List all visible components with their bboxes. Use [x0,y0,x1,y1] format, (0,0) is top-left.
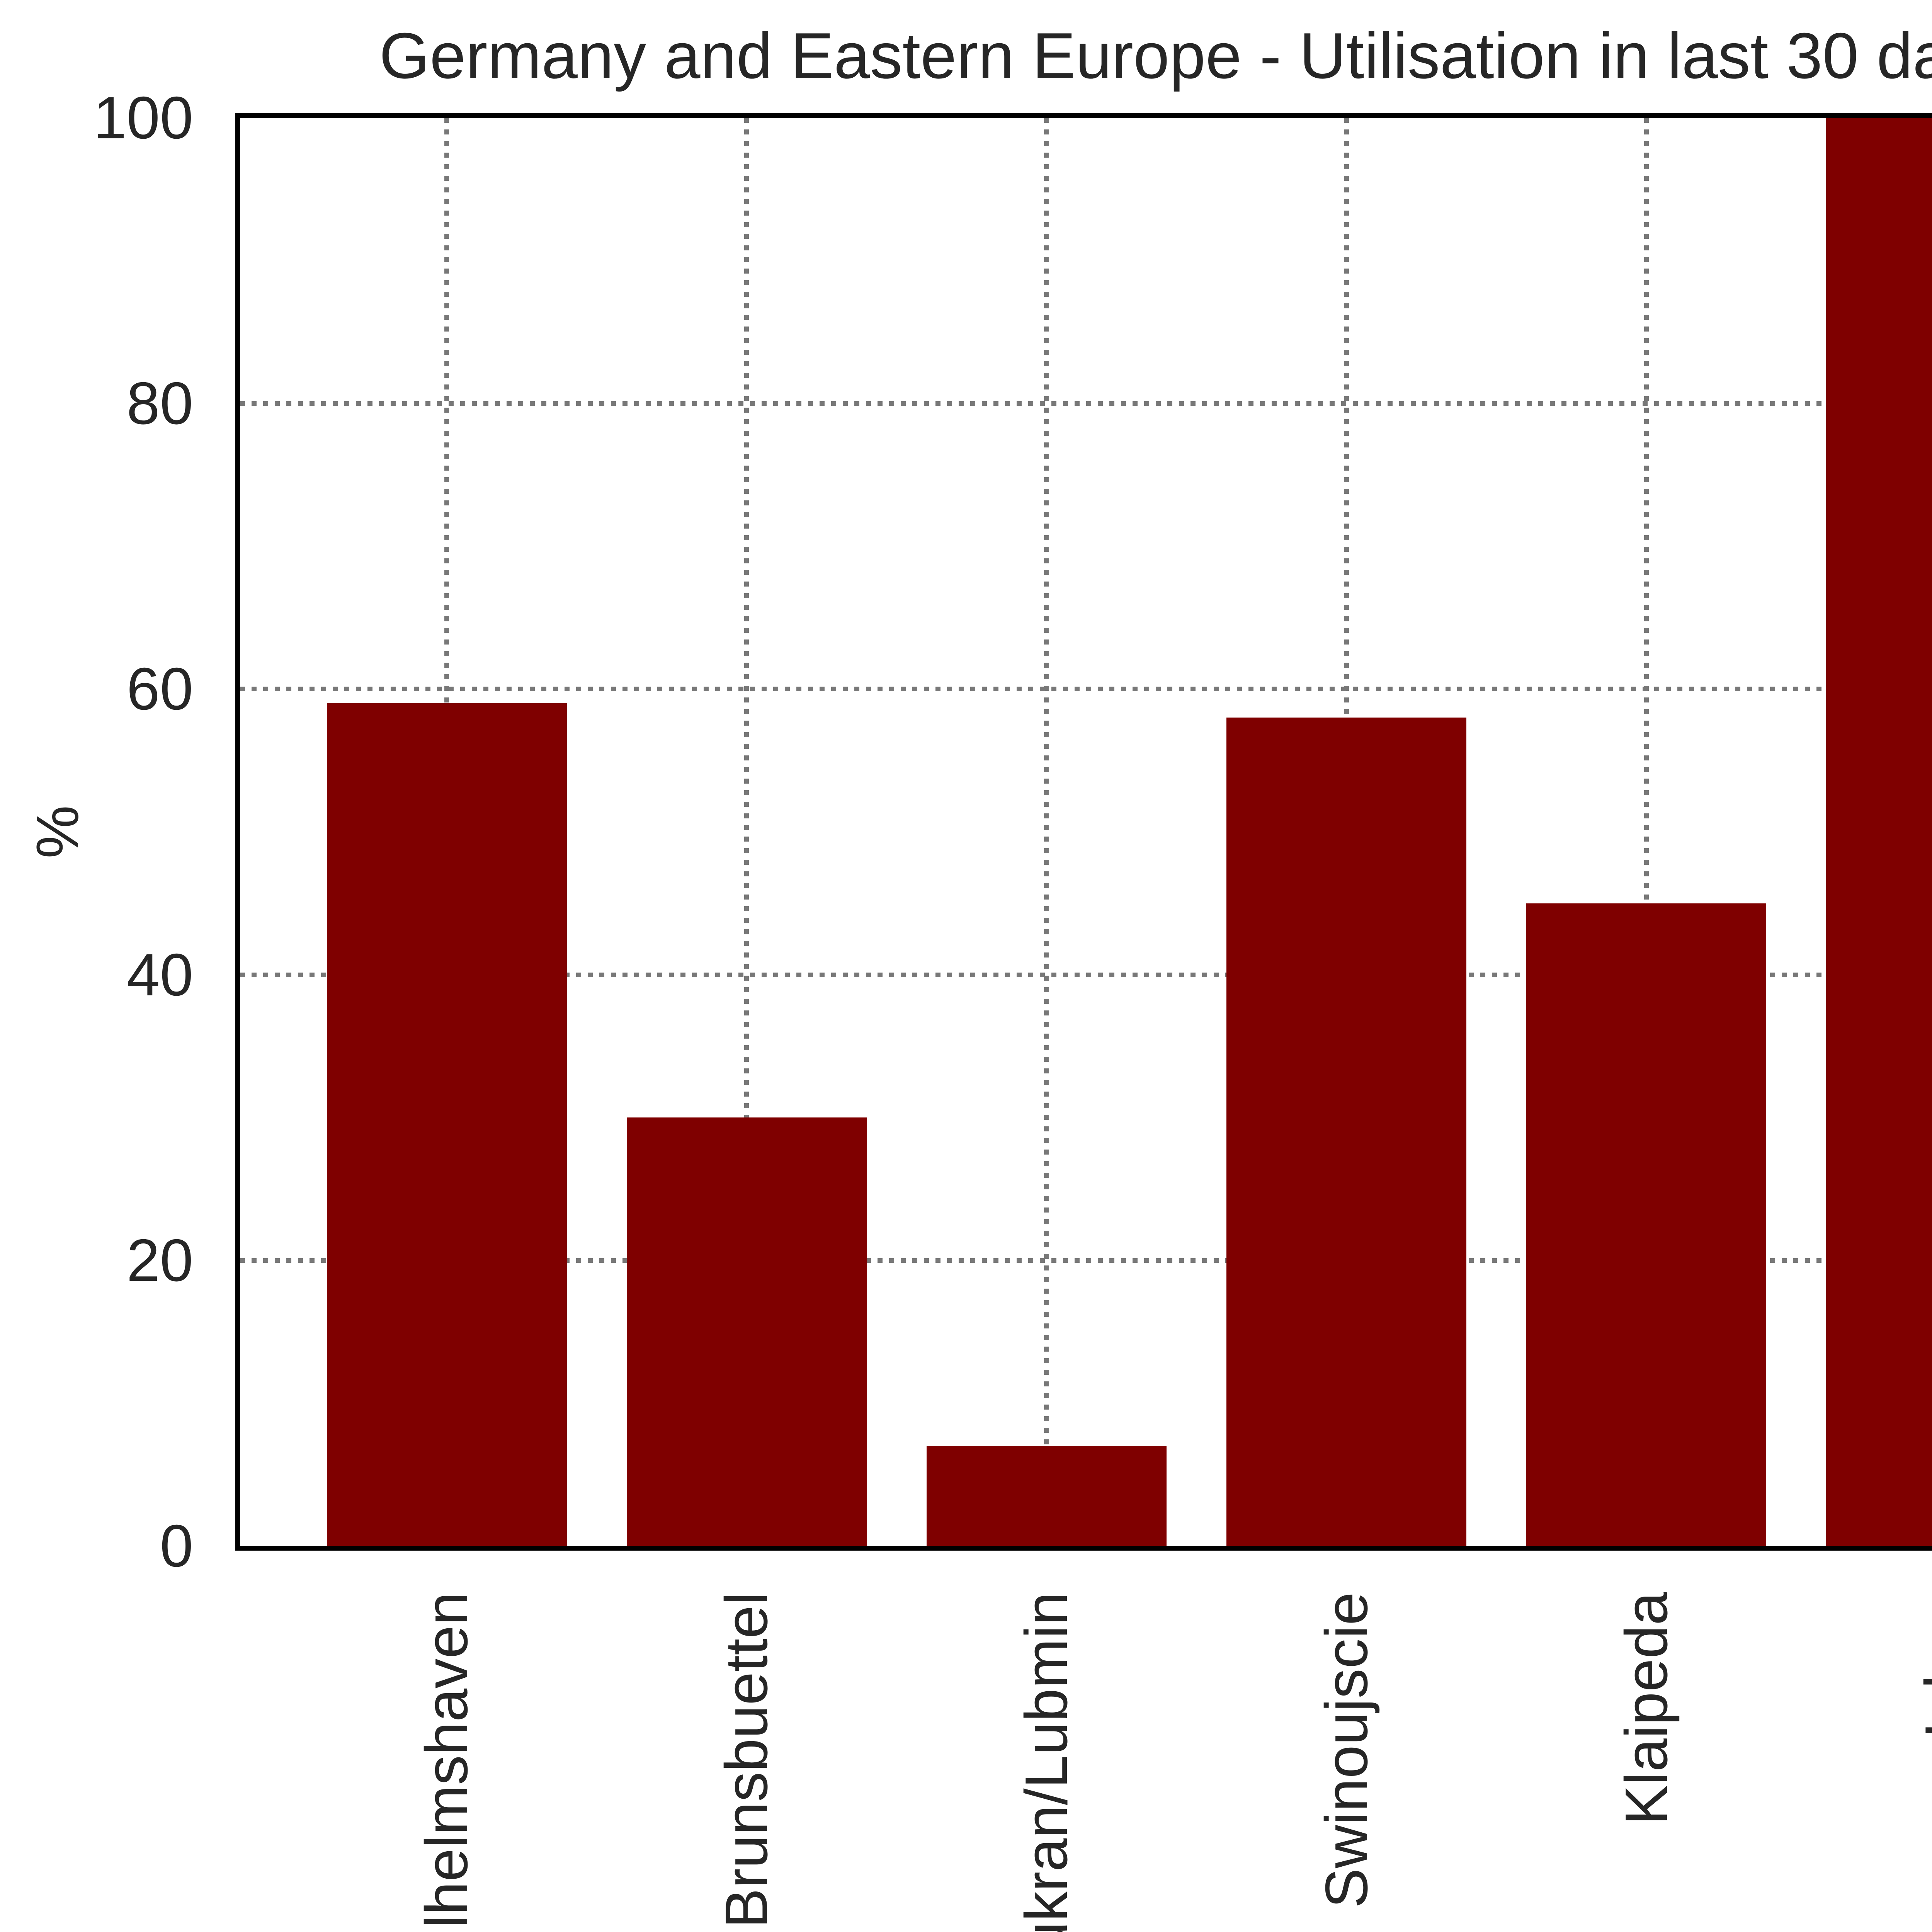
x-tick-label-Wilhelmshaven: Wilhelmshaven [413,1592,480,1932]
y-tick-label-100: 100 [93,84,193,151]
y-tick-label-60: 60 [126,655,193,723]
chart-title: Germany and Eastern Europe - Utilisation… [379,19,1932,92]
y-tick-label-20: 20 [126,1226,193,1294]
h-gridline-60 [240,687,1932,692]
bar-Swinoujscie [1226,718,1466,1546]
x-tick-label-Swinoujscie: Swinoujscie [1313,1592,1380,1908]
y-tick-label-80: 80 [126,370,193,437]
x-tick-label-Brunsbuettel: Brunsbuettel [713,1592,780,1929]
bar-Wilhelmshaven [327,703,567,1546]
h-gridline-80 [240,401,1932,406]
bar-Mukran/Lubmin [927,1446,1167,1546]
x-tick-label-Inkoo: Inkoo [1912,1592,1932,1739]
bar-Brunsbuettel [627,1117,867,1546]
bar-Klaipeda [1526,903,1766,1546]
y-tick-label-40: 40 [126,941,193,1008]
x-tick-label-Klaipeda: Klaipeda [1612,1592,1680,1825]
v-gridline [1044,118,1049,1546]
h-gridline-40 [240,972,1932,977]
bar-Inkoo [1826,118,1932,1546]
y-axis-label: % [24,805,91,859]
x-tick-label-Mukran/Lubmin: Mukran/Lubmin [1013,1592,1080,1932]
y-tick-label-0: 0 [160,1512,193,1579]
plot-area [235,113,1932,1551]
